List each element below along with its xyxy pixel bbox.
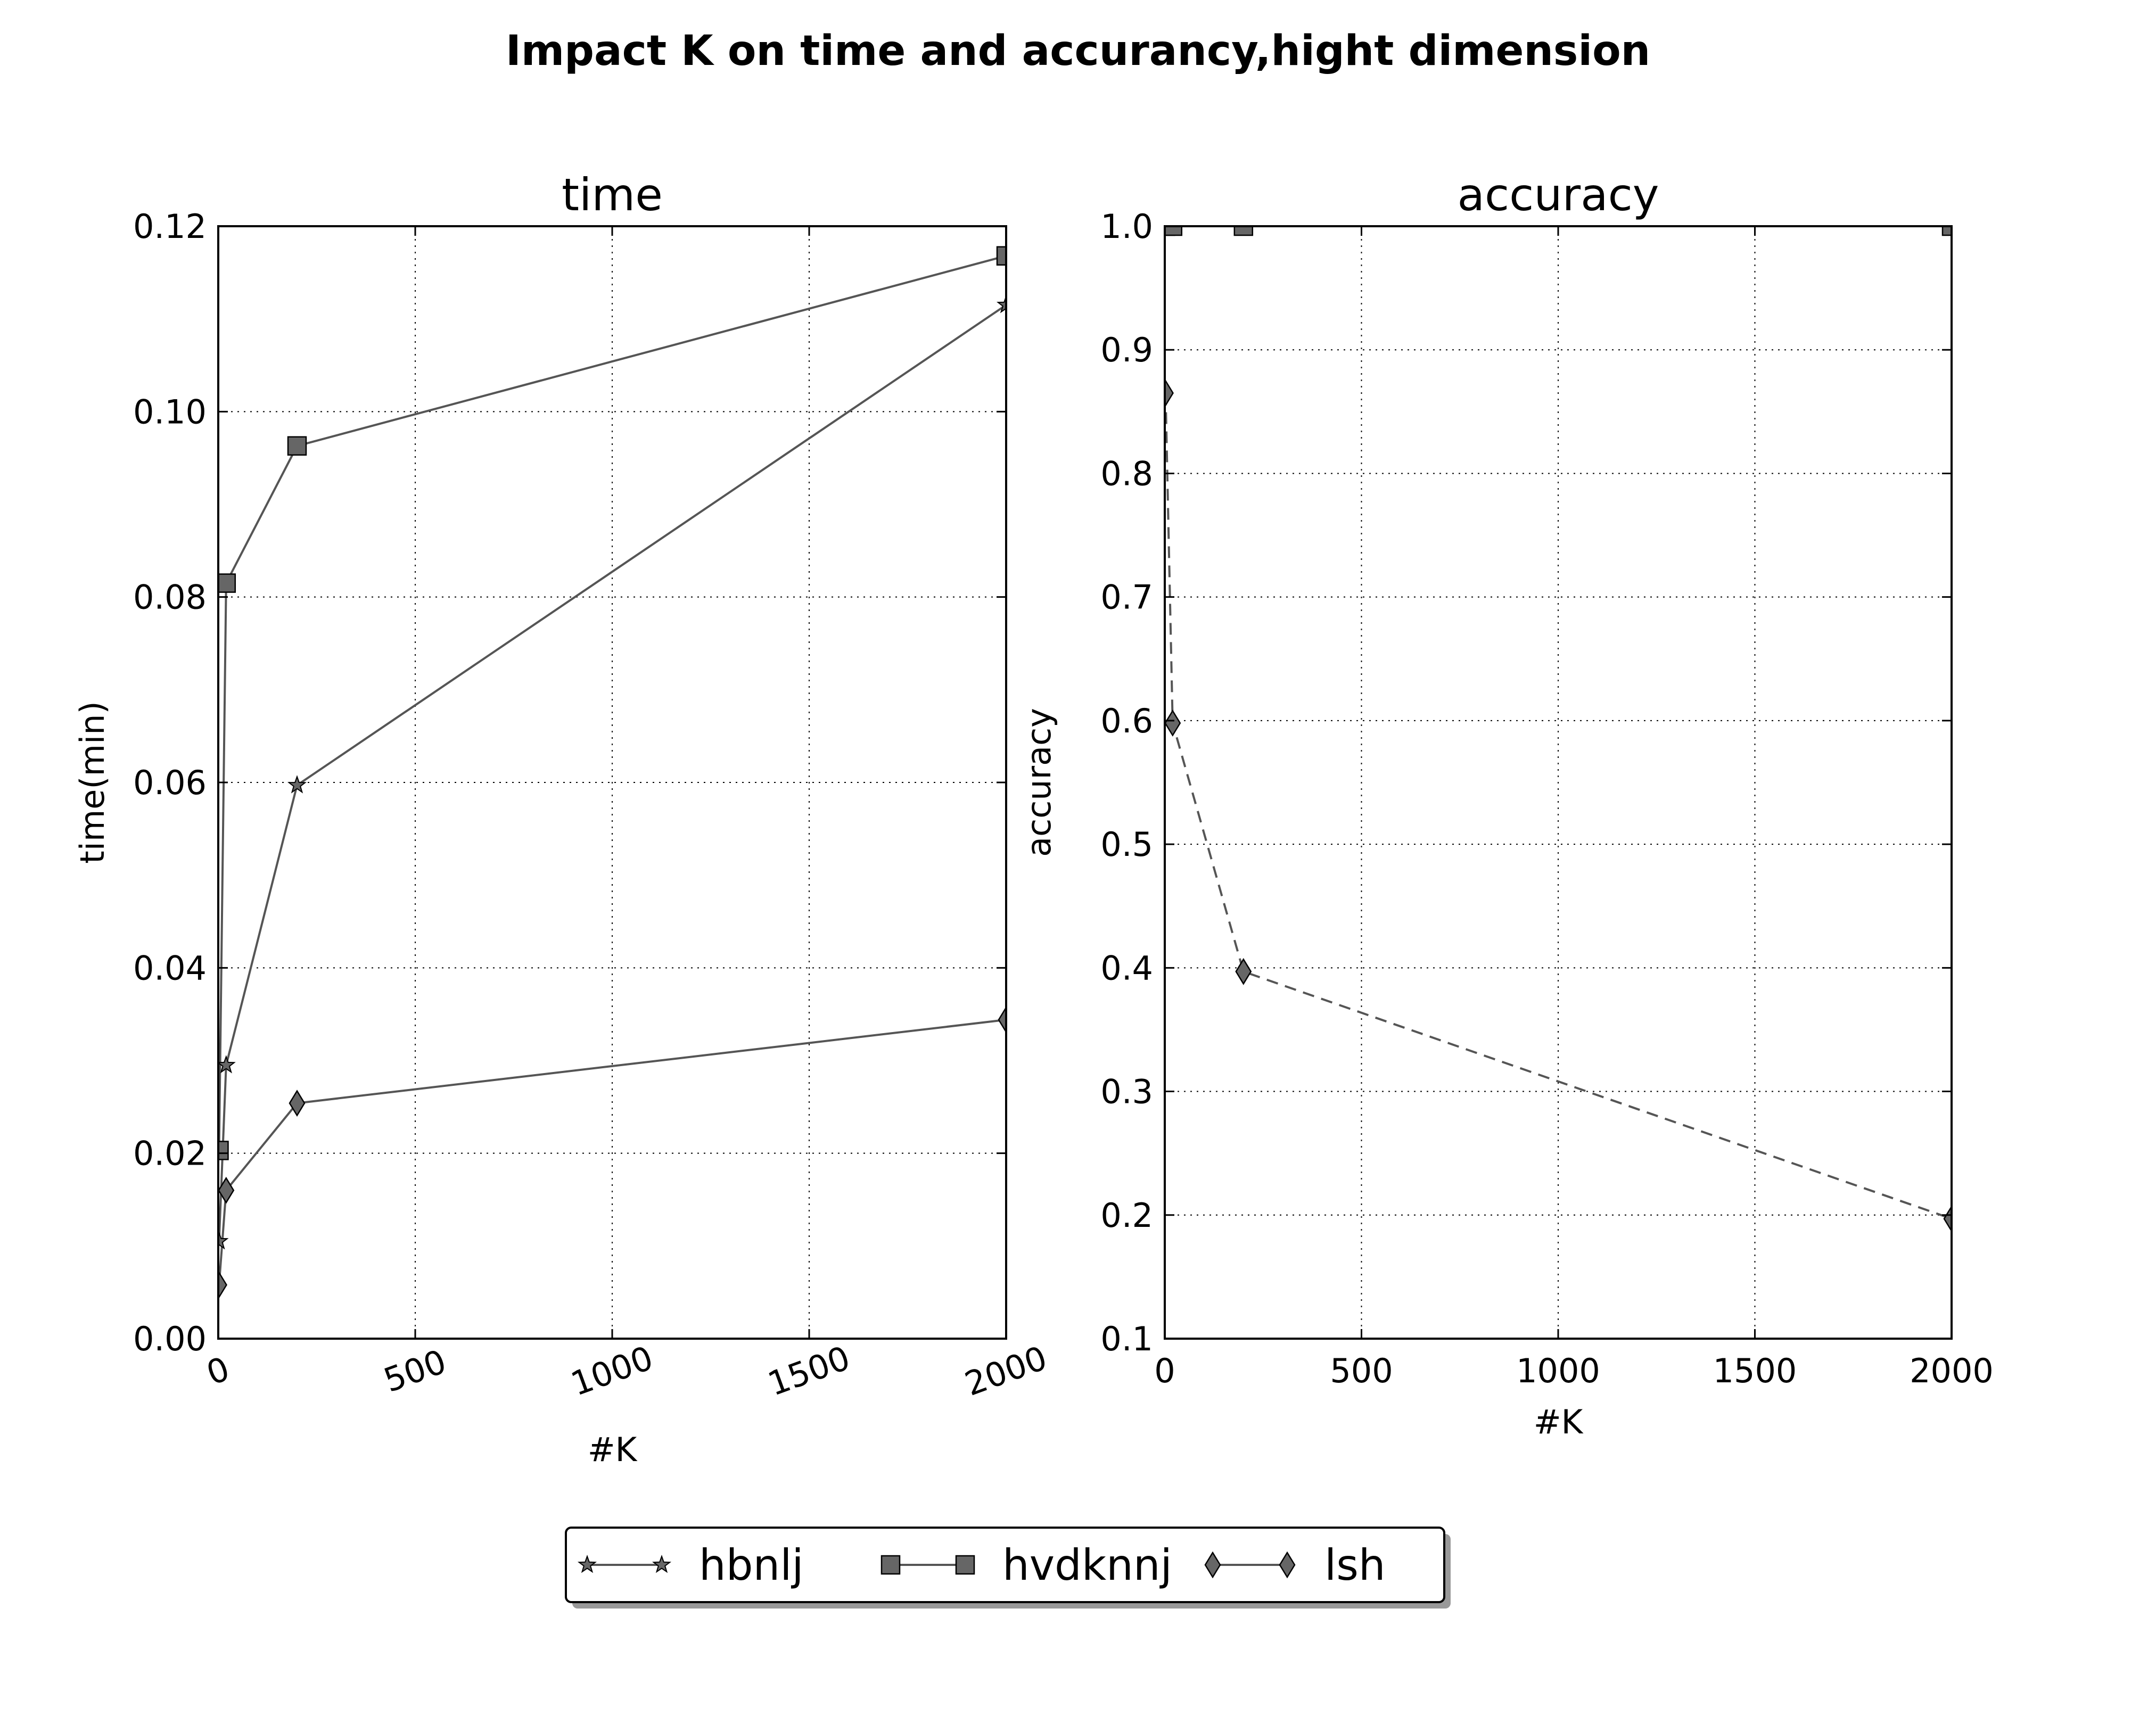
y-tick-label: 0.5 — [1100, 825, 1153, 864]
data-point-hvdknnj — [996, 246, 1006, 266]
y-axis-label: time(min) — [73, 701, 112, 863]
x-tick-label: 500 — [1330, 1351, 1393, 1390]
x-tick-label: 2000 — [960, 1338, 1052, 1404]
y-axis-label: accuracy — [1019, 708, 1058, 857]
data-point-lsh — [218, 1176, 235, 1204]
y-tick-label: 0.9 — [1100, 331, 1153, 369]
legend-box — [565, 1527, 1445, 1603]
data-point-hvdknnj — [287, 436, 307, 456]
series-line-hvdknnj — [218, 254, 1006, 1151]
subplot-title: accuracy — [1458, 169, 1659, 221]
x-tick-label: 2000 — [1910, 1351, 1994, 1390]
y-tick-label: 0.02 — [133, 1134, 207, 1173]
legend-marker — [1204, 1551, 1221, 1579]
legend: hbnlj hvdknnj lsh — [565, 1527, 1451, 1609]
x-axis-label: #K — [588, 1430, 638, 1469]
y-tick-label: 0.3 — [1100, 1073, 1153, 1111]
data-point-lsh — [1165, 710, 1181, 737]
series-group — [218, 246, 1006, 1299]
legend-label: lsh — [1324, 1540, 1386, 1590]
y-tick-label: 0.7 — [1100, 578, 1153, 617]
data-point-hbnlj — [287, 775, 307, 794]
y-tick-label: 0.06 — [133, 763, 207, 802]
y-tick-label: 0.12 — [133, 207, 207, 246]
y-tick-label: 0.4 — [1100, 949, 1153, 987]
subplot-time: 0 500 1000 1500 20000.000.020.040.060.080.10… — [73, 169, 1052, 1469]
y-tick-label: 1.0 — [1100, 207, 1153, 246]
x-tick-label: 1000 — [1516, 1351, 1600, 1390]
subplot-title: time — [562, 169, 663, 221]
legend-entry-lsh: lsh — [1204, 1540, 1386, 1590]
y-tick-label: 0.00 — [133, 1319, 207, 1358]
x-tick-label: 1000 — [566, 1338, 658, 1404]
x-tick-label: 1500 — [763, 1338, 855, 1404]
data-point-hvdknnj — [1233, 226, 1254, 236]
y-tick-label: 0.04 — [133, 949, 207, 987]
legend-label: hbnlj — [699, 1540, 804, 1590]
x-tick-label: 1500 — [1713, 1351, 1797, 1390]
legend-entry-hbnlj: hbnlj — [577, 1540, 804, 1590]
legend-marker — [955, 1555, 975, 1575]
legend-marker — [577, 1555, 597, 1573]
y-tick-label: 0.10 — [133, 392, 207, 431]
y-tick-label: 0.8 — [1100, 454, 1153, 493]
data-point-hbnlj — [996, 294, 1006, 314]
y-tick-label: 0.6 — [1100, 702, 1153, 740]
x-tick-label: 0 — [1154, 1351, 1175, 1390]
data-point-hvdknnj — [1941, 226, 1952, 236]
legend-marker — [1279, 1551, 1296, 1579]
y-tick-label: 0.1 — [1100, 1319, 1153, 1358]
series-line-hbnlj — [218, 304, 1006, 1242]
data-point-hvdknnj — [218, 573, 236, 593]
series-line-lsh — [1165, 393, 1952, 1220]
legend-marker — [652, 1555, 672, 1573]
series-line-lsh — [218, 1018, 1006, 1285]
legend-label: hvdknnj — [1002, 1540, 1172, 1590]
data-point-hbnlj — [218, 1055, 236, 1074]
y-tick-label: 0.2 — [1100, 1196, 1153, 1235]
legend-entry-hvdknnj: hvdknnj — [880, 1540, 1172, 1590]
figure-title: Impact K on time and accurancy,hight dim… — [506, 27, 1650, 75]
subplot-accuracy: 0 500 1000 1500 2000 0.1 0.2 0.3 0.4 0.5 0.6 0.7 0.8… — [1019, 169, 1994, 1441]
x-tick-label: 500 — [378, 1342, 451, 1400]
data-point-lsh — [1235, 958, 1252, 985]
data-point-lsh — [289, 1090, 306, 1117]
legend-marker — [880, 1555, 901, 1575]
data-point-hvdknnj — [1165, 226, 1183, 236]
x-axis-label: #K — [1534, 1403, 1584, 1441]
data-point-lsh — [998, 1006, 1006, 1034]
series-group — [1165, 226, 1952, 1233]
y-tick-label: 0.08 — [133, 578, 207, 617]
